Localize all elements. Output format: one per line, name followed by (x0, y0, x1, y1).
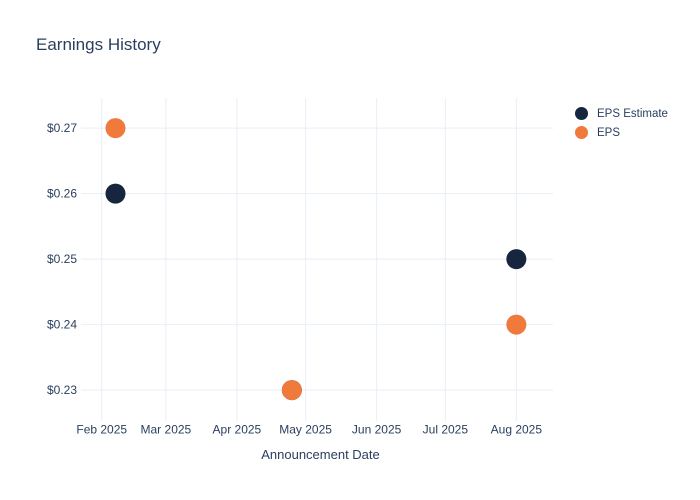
y-tick-label: $0.23 (47, 383, 77, 397)
eps-estimate-marker-icon (575, 107, 588, 120)
x-tick-label: Mar 2025 (141, 423, 192, 437)
legend-label-eps: EPS (597, 126, 621, 139)
y-tick-label: $0.27 (47, 121, 77, 135)
x-tick-label: Apr 2025 (213, 423, 262, 437)
data-point-eps[interactable] (105, 118, 126, 139)
data-point-eps-estimate[interactable] (105, 183, 126, 204)
eps-marker-icon (575, 126, 588, 139)
y-tick-label: $0.25 (47, 252, 77, 266)
legend: EPS Estimate EPS (575, 106, 668, 140)
data-point-eps-estimate[interactable] (506, 249, 527, 270)
data-point-eps[interactable] (281, 380, 302, 401)
x-tick-label: May 2025 (279, 423, 332, 437)
x-tick-label: Jul 2025 (423, 423, 469, 437)
x-tick-label: Feb 2025 (76, 423, 127, 437)
legend-label-eps-estimate: EPS Estimate (597, 107, 668, 120)
y-tick-label: $0.24 (47, 318, 77, 332)
x-tick-label: Aug 2025 (491, 423, 543, 437)
legend-item-eps[interactable]: EPS (575, 125, 668, 140)
data-point-eps[interactable] (506, 314, 527, 335)
x-axis-title: Announcement Date (261, 447, 380, 462)
chart-title: Earnings History (36, 35, 161, 54)
y-tick-label: $0.26 (47, 187, 77, 201)
legend-item-eps-estimate[interactable]: EPS Estimate (575, 106, 668, 121)
x-tick-label: Jun 2025 (352, 423, 402, 437)
